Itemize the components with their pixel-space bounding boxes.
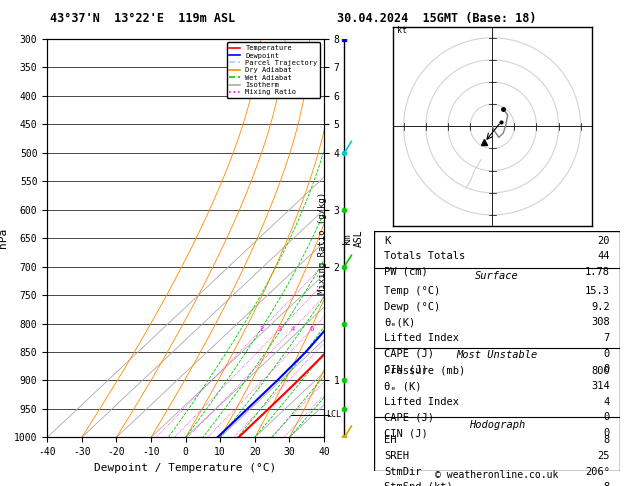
Text: θₑ (K): θₑ (K) bbox=[384, 381, 421, 391]
Text: 9.2: 9.2 bbox=[591, 302, 610, 312]
Text: LCL: LCL bbox=[326, 410, 341, 419]
Text: CAPE (J): CAPE (J) bbox=[384, 349, 434, 359]
Text: Lifted Index: Lifted Index bbox=[384, 397, 459, 407]
Legend: Temperature, Dewpoint, Parcel Trajectory, Dry Adiabat, Wet Adiabat, Isotherm, Mi: Temperature, Dewpoint, Parcel Trajectory… bbox=[226, 42, 320, 98]
Y-axis label: km
ASL: km ASL bbox=[342, 229, 364, 247]
Text: 206°: 206° bbox=[585, 467, 610, 477]
Text: Temp (°C): Temp (°C) bbox=[384, 286, 440, 296]
Text: Mixing Ratio (g/kg): Mixing Ratio (g/kg) bbox=[318, 192, 327, 294]
Text: 308: 308 bbox=[591, 317, 610, 328]
Text: CIN (J): CIN (J) bbox=[384, 364, 428, 374]
Text: StmSpd (kt): StmSpd (kt) bbox=[384, 482, 453, 486]
Y-axis label: hPa: hPa bbox=[0, 228, 8, 248]
Text: 0: 0 bbox=[603, 364, 610, 374]
Text: 4: 4 bbox=[291, 326, 295, 332]
Text: 30.04.2024  15GMT (Base: 18): 30.04.2024 15GMT (Base: 18) bbox=[337, 12, 536, 25]
Text: Surface: Surface bbox=[475, 271, 519, 280]
Text: 44: 44 bbox=[598, 251, 610, 261]
Text: © weatheronline.co.uk: © weatheronline.co.uk bbox=[435, 470, 559, 480]
Text: Lifted Index: Lifted Index bbox=[384, 333, 459, 343]
Text: Totals Totals: Totals Totals bbox=[384, 251, 465, 261]
Text: 20: 20 bbox=[598, 236, 610, 245]
Text: Dewp (°C): Dewp (°C) bbox=[384, 302, 440, 312]
Text: 15.3: 15.3 bbox=[585, 286, 610, 296]
Text: CAPE (J): CAPE (J) bbox=[384, 413, 434, 422]
Text: 1.78: 1.78 bbox=[585, 267, 610, 277]
Text: Hodograph: Hodograph bbox=[469, 420, 525, 430]
Text: StmDir: StmDir bbox=[384, 467, 421, 477]
Text: 800: 800 bbox=[591, 365, 610, 376]
Text: kt: kt bbox=[397, 26, 407, 35]
Text: 2: 2 bbox=[260, 326, 264, 332]
Text: SREH: SREH bbox=[384, 451, 409, 461]
Text: 8: 8 bbox=[603, 435, 610, 445]
Text: Most Unstable: Most Unstable bbox=[456, 350, 538, 360]
Text: 43°37'N  13°22'E  119m ASL: 43°37'N 13°22'E 119m ASL bbox=[50, 12, 236, 25]
Text: θₑ(K): θₑ(K) bbox=[384, 317, 415, 328]
Text: Pressure (mb): Pressure (mb) bbox=[384, 365, 465, 376]
Text: PW (cm): PW (cm) bbox=[384, 267, 428, 277]
Text: K: K bbox=[384, 236, 391, 245]
Text: 0: 0 bbox=[603, 413, 610, 422]
Text: 0: 0 bbox=[603, 428, 610, 438]
Text: 8: 8 bbox=[603, 482, 610, 486]
Text: 4: 4 bbox=[603, 397, 610, 407]
Text: 6: 6 bbox=[310, 326, 314, 332]
Text: 7: 7 bbox=[603, 333, 610, 343]
X-axis label: Dewpoint / Temperature (°C): Dewpoint / Temperature (°C) bbox=[94, 463, 277, 473]
Text: 0: 0 bbox=[603, 349, 610, 359]
Text: 314: 314 bbox=[591, 381, 610, 391]
Text: CIN (J): CIN (J) bbox=[384, 428, 428, 438]
Text: 25: 25 bbox=[598, 451, 610, 461]
Text: EH: EH bbox=[384, 435, 396, 445]
Text: 3: 3 bbox=[277, 326, 282, 332]
